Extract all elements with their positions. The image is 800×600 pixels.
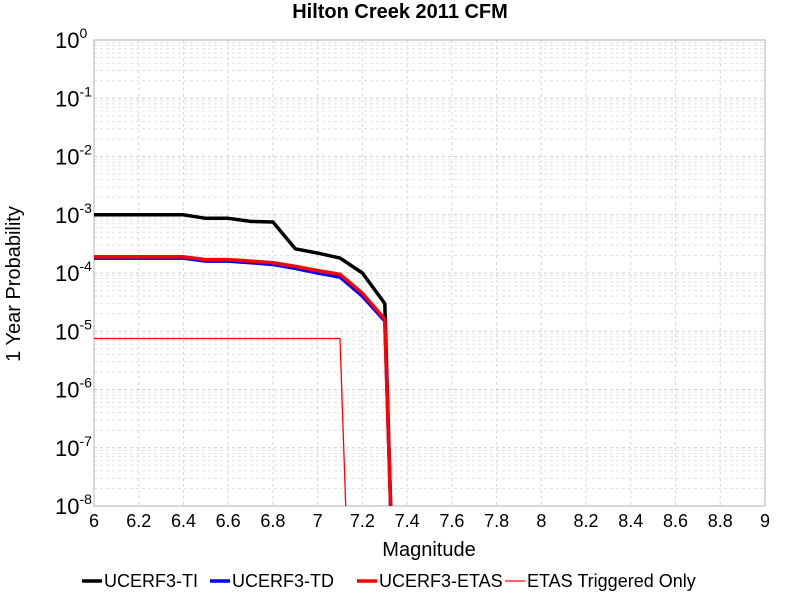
x-axis-ticks: 6 6.2 6.4 6.6 6.8 7 7.2 7.4 7.6 7.8 8 8.2 8.4 8.6 8.8 9 bbox=[89, 511, 770, 531]
x-tick-label: 7.4 bbox=[395, 511, 420, 531]
y-tick-label: 10-2 bbox=[55, 142, 92, 170]
y-axis-label: 1 Year Probability bbox=[3, 206, 25, 362]
grid bbox=[93, 40, 766, 507]
y-tick-label: 10-4 bbox=[55, 258, 92, 286]
series-line-etas-triggered-only bbox=[94, 337, 347, 506]
x-tick-label: 8 bbox=[536, 511, 546, 531]
y-tick-label: 100 bbox=[55, 25, 87, 53]
x-tick-label: 8.2 bbox=[574, 511, 599, 531]
plot-area-frame bbox=[93, 39, 766, 507]
series-line-ucerf3-etas bbox=[94, 255, 393, 506]
x-tick-label: 8.6 bbox=[663, 511, 688, 531]
y-tick-label: 10-6 bbox=[55, 375, 92, 403]
series-group bbox=[94, 213, 393, 506]
legend-item-label: UCERF3-TD bbox=[232, 571, 334, 591]
series-line-ucerf3-ti bbox=[94, 213, 393, 506]
x-tick-label: 6.4 bbox=[171, 511, 196, 531]
x-tick-label: 6 bbox=[89, 511, 99, 531]
legend-item-label: UCERF3-TI bbox=[104, 571, 198, 591]
y-tick-label: 10-8 bbox=[55, 491, 92, 519]
legend-item-label: ETAS Triggered Only bbox=[527, 571, 696, 591]
x-tick-label: 7.6 bbox=[439, 511, 464, 531]
x-axis-label: Magnitude bbox=[382, 539, 475, 561]
y-axis-ticks: 100 10-1 10-2 10-3 10-4 10-5 10-6 10-7 10-8 bbox=[55, 25, 92, 519]
x-tick-label: 6.8 bbox=[260, 511, 285, 531]
x-tick-label: 8.8 bbox=[708, 511, 733, 531]
legend: UCERF3-TI UCERF3-TD UCERF3-ETAS ETAS Trigge… bbox=[82, 571, 696, 591]
x-tick-label: 7.2 bbox=[350, 511, 375, 531]
x-tick-label: 7 bbox=[313, 511, 323, 531]
x-tick-label: 7.8 bbox=[484, 511, 509, 531]
y-tick-label: 10-7 bbox=[55, 433, 92, 461]
y-tick-label: 10-3 bbox=[55, 200, 92, 228]
legend-item-label: UCERF3-ETAS bbox=[379, 571, 503, 591]
x-tick-label: 8.4 bbox=[618, 511, 643, 531]
x-tick-label: 9 bbox=[760, 511, 770, 531]
y-tick-label: 10-1 bbox=[55, 83, 92, 111]
x-tick-label: 6.6 bbox=[216, 511, 241, 531]
y-tick-label: 10-5 bbox=[55, 316, 92, 344]
chart-title: Hilton Creek 2011 CFM bbox=[292, 1, 508, 23]
x-tick-label: 6.2 bbox=[126, 511, 151, 531]
